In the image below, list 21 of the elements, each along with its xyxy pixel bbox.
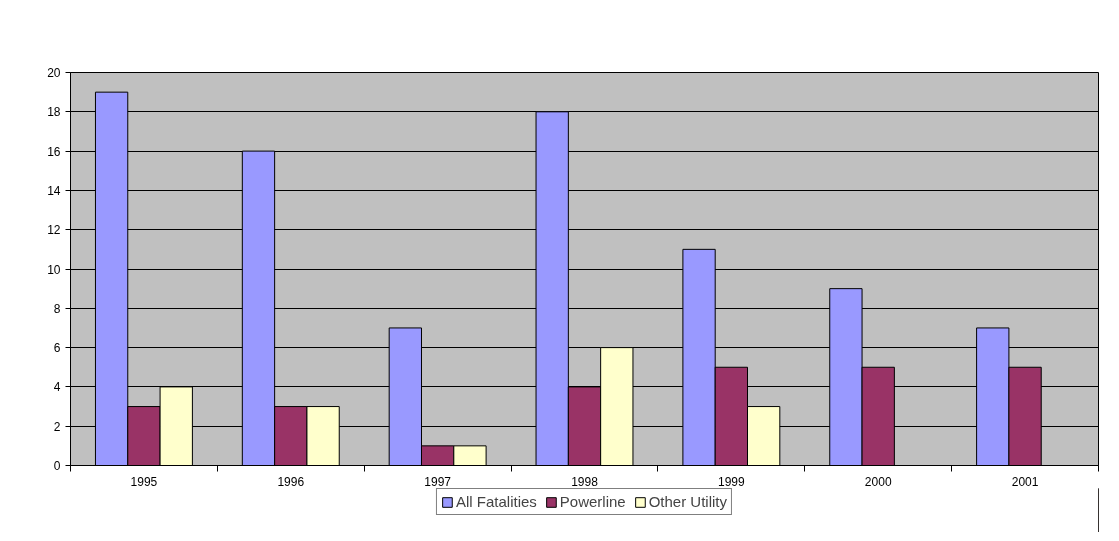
y-tick-label: 10 [47,262,61,277]
y-tick-label: 8 [53,301,61,316]
y-tick-label: 0 [53,459,61,473]
y-tick-label: 18 [47,105,61,120]
y-tick-label: 16 [47,144,61,159]
x-tick-label: 2001 [1011,474,1039,489]
y-tick-label: 14 [47,183,61,198]
x-tick-label: 1995 [130,474,158,489]
y-tick-label: 20 [47,66,61,80]
x-tick-label: 2000 [864,474,892,489]
legend-label: All Fatalities [455,493,537,510]
legend-label: Other Utility [648,493,728,510]
y-tick-label: 4 [53,380,61,395]
y-tick-label: 12 [47,223,61,238]
x-tick-label: 1996 [277,474,305,489]
x-tick-label: 1998 [571,474,599,489]
legend-label: Powerline [559,493,626,510]
y-tick-label: 6 [53,341,61,356]
y-tick-label: 2 [53,419,61,434]
x-tick-label: 1997 [424,474,452,489]
x-tick-label: 1999 [718,474,746,489]
